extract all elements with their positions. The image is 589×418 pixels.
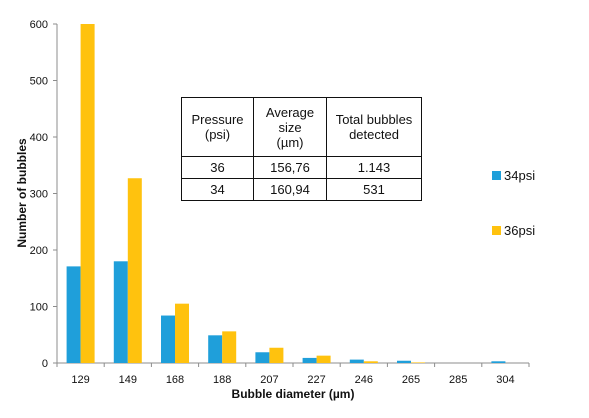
table-cell-average-size: 156,76 (253, 156, 327, 179)
bar-34psi (397, 360, 411, 363)
bar-36psi (175, 303, 189, 363)
bar-34psi (113, 261, 128, 363)
bars-group (66, 24, 506, 363)
header-total-bubbles: Total bubbles detected (326, 97, 422, 157)
chart-legend: 34psi (492, 167, 535, 183)
header-average-size-line-2: size (278, 119, 302, 135)
y-tick-label: 300 (30, 189, 48, 201)
header-average-size-line-1: Average (265, 104, 315, 120)
y-tick-label: 100 (30, 302, 48, 314)
x-tick-label: 168 (166, 374, 184, 386)
x-tick-label: 129 (71, 374, 89, 386)
x-axis-title: Bubble diameter (µm) (232, 387, 355, 401)
legend-swatch-34psi (492, 170, 501, 180)
x-tick-label: 227 (307, 374, 325, 386)
legend-item-34psi: 34psi (492, 167, 535, 183)
bar-36psi (222, 331, 237, 363)
bar-36psi (127, 178, 142, 363)
summary-table: Pressure (psi) Average size (µm) Total b… (181, 97, 422, 201)
legend-label-36psi: 36psi (504, 222, 536, 238)
header-total-bubbles-line-2: detected (349, 127, 399, 142)
header-average-size-line-3: (µm) (276, 134, 304, 150)
x-tick-label: 304 (496, 374, 514, 386)
x-tick-label: 207 (260, 374, 278, 386)
bar-36psi (411, 362, 425, 363)
legend-swatch-36psi (492, 225, 501, 235)
y-tick-label: 500 (30, 76, 48, 88)
x-tick-label: 149 (119, 374, 137, 386)
table-cell-total-bubbles: 531 (326, 178, 422, 201)
table-cell-pressure: 34 (181, 178, 254, 201)
y-tick-label: 0 (42, 358, 48, 370)
legend-label-34psi: 34psi (504, 167, 536, 183)
summary-table-header-row: Pressure (psi) Average size (µm) Total b… (181, 97, 422, 157)
x-tick-label: 285 (449, 374, 467, 386)
bar-34psi (349, 359, 364, 363)
bar-34psi (161, 315, 175, 363)
x-tick-label: 265 (402, 374, 420, 386)
chart-legend-secondary: 36psi (492, 222, 535, 238)
table-row: 34 160,94 531 (181, 178, 422, 201)
labels-group: 0 100 200 300 400 500 600 129 149 168 188 207 227 246… (15, 19, 515, 401)
header-pressure-line-2: (psi) (204, 127, 231, 142)
legend-item-36psi: 36psi (492, 222, 535, 238)
y-tick-label: 200 (30, 245, 48, 257)
y-tick-label: 600 (30, 19, 48, 31)
bar-36psi (316, 355, 331, 363)
bar-36psi (80, 24, 95, 363)
bar-34psi (66, 266, 81, 363)
x-tick-label: 188 (213, 374, 231, 386)
header-pressure: Pressure (psi) (181, 97, 254, 157)
x-tick-label: 246 (355, 374, 373, 386)
table-cell-total-bubbles: 1.143 (326, 156, 422, 179)
bar-36psi (363, 361, 378, 363)
header-total-bubbles-line-1: Total bubbles (335, 112, 413, 127)
table-row: 36 156,76 1.143 (181, 156, 422, 179)
bar-34psi (491, 361, 506, 363)
y-axis-title: Number of bubbles (15, 138, 29, 248)
table-cell-pressure: 36 (181, 156, 254, 179)
table-cell-average-size: 160,94 (253, 178, 327, 201)
header-pressure-line-1: Pressure (191, 112, 244, 127)
bar-34psi (208, 335, 223, 363)
header-average-size: Average size (µm) (253, 97, 327, 157)
bar-36psi (269, 347, 284, 363)
bar-34psi (302, 357, 317, 363)
y-tick-label: 400 (30, 132, 48, 144)
bar-34psi (255, 352, 270, 363)
